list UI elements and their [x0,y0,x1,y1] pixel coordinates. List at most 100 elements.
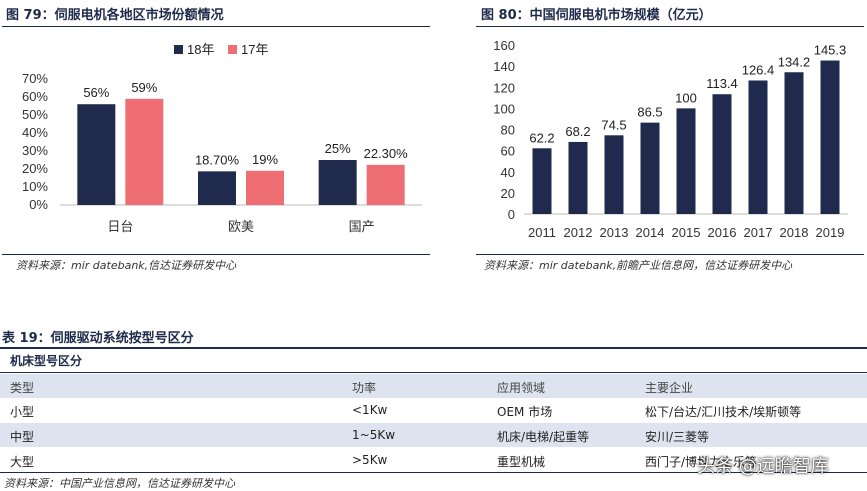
y-tick-label: 60% [22,89,48,104]
legend: 18年 17年 [174,42,268,57]
legend-swatch [174,45,183,54]
x-tick-label: 日台 [107,219,133,234]
y-tick-label: 80 [501,123,515,138]
y-tick-label: 100 [493,101,515,116]
x-tick-label: 2019 [816,225,845,240]
y-tick-label: 40% [22,125,48,140]
table-row: 中型 1~5Kw 机床/电梯/起重等 安川/三菱等 [0,423,867,447]
x-tick-label: 2012 [564,225,593,240]
y-tick-label: 0% [29,197,48,212]
figure-80-title-rule [476,26,864,27]
y-tick-label: 20 [501,186,515,201]
cell-power: <1Kw [352,403,388,417]
cell-type: 小型 [10,405,35,419]
x-tick-label: 国产 [349,219,375,234]
bar [318,160,357,205]
cell-application: OEM 市场 [497,405,553,419]
bar [820,60,840,215]
cell-type: 中型 [10,430,35,444]
y-tick-label: 30% [22,143,48,158]
y-tick-label: 0 [508,207,515,222]
cell-companies: 安川/三菱等 [645,430,710,444]
bar [125,98,164,205]
data-label: 56% [83,85,109,100]
cell-application: 重型机械 [497,455,546,469]
data-label: 126.4 [742,62,775,77]
watermark: 头条 @远瞻智库 [697,456,829,477]
y-tick-label: 160 [493,38,515,53]
header-power: 功率 [352,381,377,395]
table-bottom-rule [0,472,867,473]
bar [640,122,660,214]
bar [77,104,116,205]
header-type: 类型 [10,381,35,395]
cell-power: 1~5Kw [352,428,396,442]
bar [712,94,732,214]
bar [366,164,405,205]
x-tick-label: 2016 [708,225,737,240]
table-row: 大型 >5Kw 重型机械 西门子/博世力士乐等 [0,448,867,472]
figure-79-title: 图 79：伺服电机各地区市场份额情况 [6,8,224,23]
y-tick-label: 20% [22,161,48,176]
figure-80-title: 图 80：中国伺服电机市场规模（亿元） [481,8,712,23]
bar [784,72,804,214]
cell-companies: 松下/台达/汇川技术/埃斯顿等 [645,405,802,419]
bar [568,141,588,214]
data-label: 86.5 [637,105,662,120]
bar [604,135,624,214]
data-label: 74.5 [601,117,626,132]
y-tick-label: 10% [22,179,48,194]
data-label: 18.70% [195,152,240,167]
header-application: 应用领域 [497,381,546,395]
y-tick-label: 60 [501,144,515,159]
table-19-title: 表 19：伺服驱动系统按型号区分 [2,331,194,346]
table-header-row: 类型 功率 应用领域 主要企业 [0,374,867,398]
y-tick-label: 120 [493,80,515,95]
table-row: 小型 <1Kw OEM 市场 松下/台达/汇川技术/埃斯顿等 [0,398,867,422]
y-tick-label: 50% [22,107,48,122]
y-tick-label: 40 [501,165,515,180]
figure-80-source: 资料来源：mir datebank,前瞻产业信息网，信达证券研发中心 [484,259,793,272]
x-tick-label: 2014 [636,225,665,240]
cell-companies: 西门子/博世力士乐等 [645,455,758,469]
market-size-chart: 0 20 40 60 80 100 120 140 160 62.2 2011 68.2 2012 74.… [493,38,848,240]
table-source: 资料来源：中国产业信息网，信达证券研发中心 [4,477,235,490]
cell-application: 机床/电梯/起重等 [497,430,590,444]
data-label: 100 [675,90,697,105]
x-tick-label: 2015 [672,225,701,240]
data-label: 59% [131,80,157,95]
data-label: 113.4 [706,76,738,91]
figure-80-source-rule [476,254,864,255]
x-tick-label: 欧美 [228,219,254,234]
cell-type: 大型 [10,455,35,469]
bar [198,171,236,205]
legend-label: 18年 [187,42,214,57]
x-tick-label: 2017 [744,225,773,240]
table-top-rule [0,347,867,349]
bar [246,170,284,205]
legend-label: 17年 [241,42,268,57]
table-subtitle: 机床型号区分 [10,354,83,368]
data-label: 62.2 [529,130,554,145]
data-label: 22.30% [364,146,409,161]
table-subtitle-rule [0,372,867,373]
figure-79-source-rule [2,254,430,255]
header-companies: 主要企业 [645,381,694,395]
legend-swatch [228,45,237,54]
figure-79-title-rule [2,26,430,27]
data-label: 134.2 [778,54,811,69]
y-tick-label: 70% [22,71,48,86]
x-tick-label: 2013 [600,225,629,240]
data-label: 68.2 [565,124,590,139]
region-share-chart: 18年 17年 0% 10% 20% 30% 40% 50% 60% 70% 56% 59% 日台 18.… [22,42,422,234]
data-label: 19% [252,152,278,167]
data-label: 25% [325,141,351,156]
bar [532,148,552,214]
figure-79-source: 资料来源：mir datebank,信达证券研发中心 [16,259,237,272]
cell-power: >5Kw [352,453,388,467]
data-label: 145.3 [814,43,847,58]
x-tick-label: 2011 [528,225,556,240]
bar [748,80,768,214]
y-tick-label: 140 [493,59,515,74]
x-tick-label: 2018 [780,225,809,240]
